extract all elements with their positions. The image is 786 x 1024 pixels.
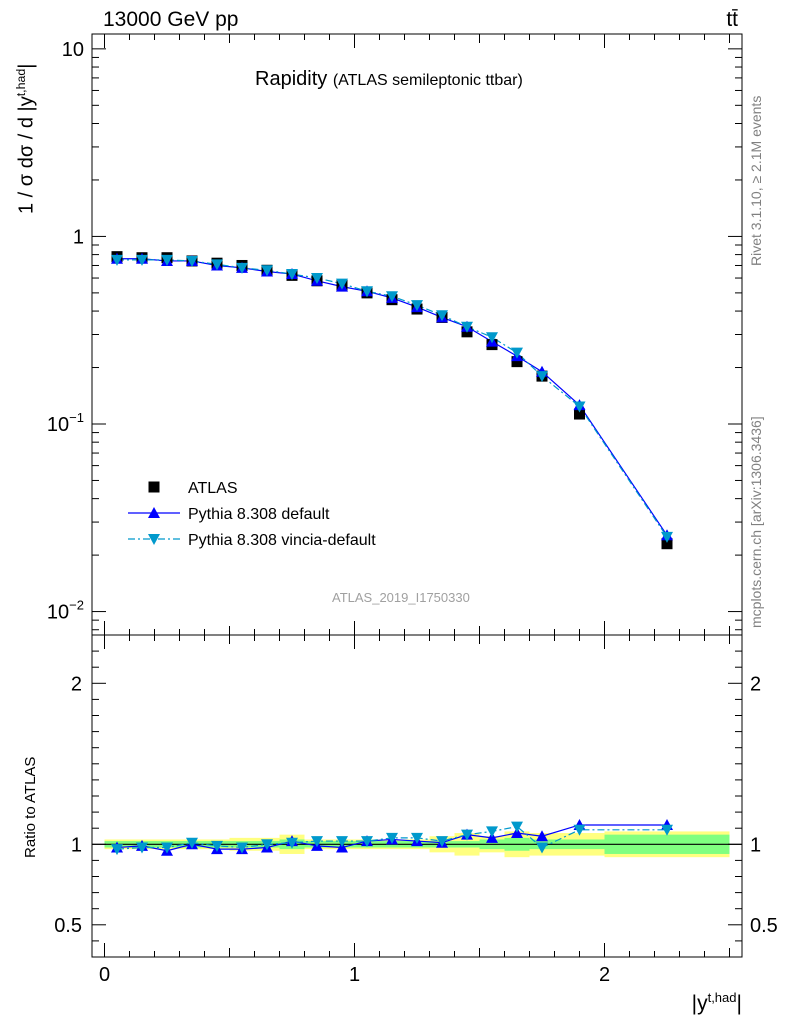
legend-marker-dashdot-down [148, 534, 160, 545]
x-tick-label: 1 [349, 964, 360, 986]
ratio-y-tick-label-right: 1 [750, 834, 761, 856]
ratio-point-dashdot-down [161, 842, 173, 854]
ratio-y-tick-label-right: 2 [750, 673, 761, 695]
legend-label: Pythia 8.308 vincia-default [188, 532, 376, 549]
data-point-dashdot-down [136, 254, 148, 266]
ratio-point-dashdot-down [186, 837, 198, 849]
ratio-point-dashdot-down [111, 844, 123, 856]
data-point-dashdot-down [361, 286, 373, 298]
data-point-data [574, 408, 585, 420]
ratio-line-dashdot-down [116, 825, 667, 850]
legend-marker-data [148, 481, 160, 493]
x-tick-label: 2 [599, 964, 610, 986]
y-tick-label: 10−1 [47, 410, 84, 436]
ratio-y-tick-label: 2 [71, 673, 82, 695]
data-point-dashdot-down [111, 254, 123, 266]
ratio-point-dashdot-down [536, 842, 548, 854]
y-tick-label: 10−2 [47, 598, 84, 624]
data-point-dashdot-down [486, 332, 498, 344]
ratio-point-dashdot-down [211, 840, 223, 852]
plot-title: Rapidity (ATLAS semileptonic ttbar) [255, 68, 523, 91]
ratio-point-dashdot-down [486, 826, 498, 838]
ratio-point-dashdot-down [573, 824, 586, 836]
ratio-point-dashdot-down [261, 839, 273, 851]
data-point-dashdot-down [161, 254, 173, 266]
ratio-point-dashdot-down [336, 836, 348, 848]
y-tick-label: 1 [73, 226, 84, 248]
rivet-label: Rivet 3.1.10, ≥ 2.1M events [748, 95, 764, 266]
header-energy: 13000 GeV pp [103, 8, 239, 31]
data-point-dashdot-down [411, 300, 423, 312]
data-point-dashdot-down [236, 262, 248, 274]
data-point-dashdot-down [261, 265, 273, 277]
header-process: tt̄ [726, 8, 738, 31]
data-point-dashdot-down [573, 401, 586, 413]
legend-label: ATLAS [188, 480, 238, 497]
ratio-point-dashdot-down [361, 836, 373, 848]
data-point-dashdot-down [436, 310, 448, 322]
data-point-dashdot-down [536, 371, 548, 383]
data-point-dashdot-down [336, 278, 348, 290]
ratio-point-dashdot-down [136, 842, 148, 854]
plot-title-main: Rapidity [255, 68, 328, 90]
ratio-point-dashdot-down [236, 842, 248, 854]
x-axis-label: |yt,had| [691, 990, 742, 1015]
ratio-point-solid-up [536, 830, 548, 842]
ratio-point-dashdot-down [411, 832, 423, 844]
ratio-point-dashdot-down [286, 837, 298, 849]
y-axis-label-main: 1 / σ dσ / d |yt,had| [14, 63, 38, 214]
ratio-y-tick-label-right: 0.5 [750, 915, 778, 937]
data-point-dashdot-down [661, 531, 673, 543]
ratio-point-dashdot-down [436, 836, 448, 848]
y-axis-label-ratio: Ratio to ATLAS [22, 756, 39, 858]
ratio-point-dashdot-down [461, 829, 473, 841]
data-point-data [511, 356, 523, 368]
ratio-y-tick-label: 1 [71, 834, 82, 856]
analysis-tag: ATLAS_2019_I1750330 [332, 590, 470, 605]
data-point-dashdot-down [286, 269, 298, 281]
data-point-dashdot-down [186, 255, 198, 267]
data-point-dashdot-down [511, 347, 523, 359]
data-point-data [661, 538, 673, 550]
legend-marker-solid-up [148, 507, 160, 518]
legend-label: Pythia 8.308 default [188, 506, 330, 523]
ratio-point-dashdot-down [661, 824, 673, 836]
ratio-y-tick-label: 0.5 [54, 915, 82, 937]
ratio-line-solid-up [116, 824, 667, 852]
data-point-dashdot-down [211, 259, 223, 271]
ratio-point-dashdot-down [511, 821, 523, 833]
ratio-point-dashdot-down [386, 832, 398, 844]
data-point-dashdot-down [386, 291, 398, 303]
mcplots-label: mcplots.cern.ch [arXiv:1306.3436] [748, 416, 764, 628]
ratio-plot-frame [91, 634, 743, 958]
x-tick-label: 0 [99, 964, 110, 986]
plot-subtitle: (ATLAS semileptonic ttbar) [332, 72, 523, 89]
data-point-dashdot-down [461, 321, 473, 333]
y-tick-label: 10 [62, 39, 84, 61]
ratio-point-dashdot-down [311, 836, 323, 848]
data-point-dashdot-down [311, 273, 323, 285]
